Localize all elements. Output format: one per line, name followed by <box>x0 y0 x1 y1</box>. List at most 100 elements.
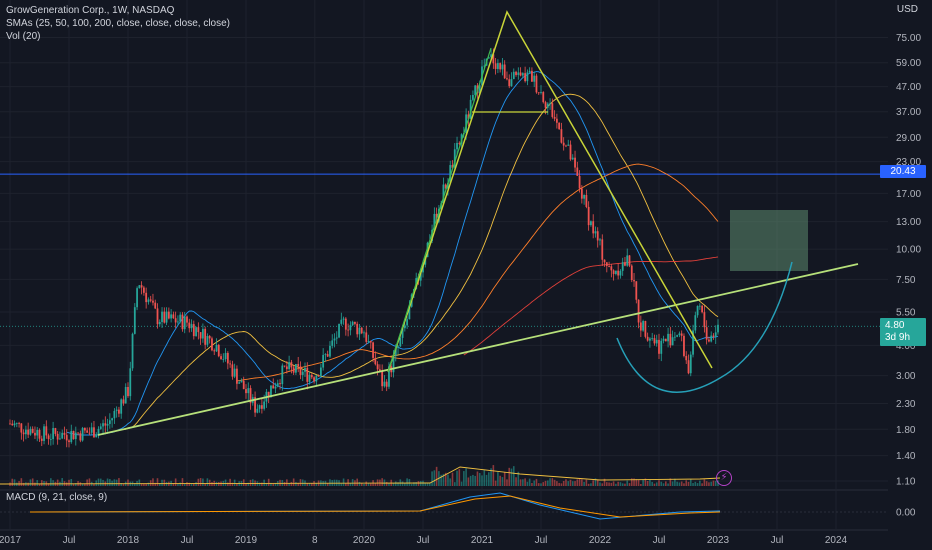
candle-body <box>108 420 111 424</box>
candle-body <box>614 270 617 274</box>
time-axis[interactable]: 2017 Jul 2018 Jul 2019 8 2020 Jul 2021 Jul 2022 Jul… <box>0 535 848 546</box>
volume-bar <box>93 483 95 486</box>
volume-bar <box>669 478 672 486</box>
volume-bar <box>712 480 715 486</box>
candle-body <box>229 363 232 365</box>
volume-bar <box>606 482 608 486</box>
sma-indicator-label[interactable]: SMAs (25, 50, 100, 200, close, close, cl… <box>6 18 230 29</box>
candle-body <box>617 270 620 276</box>
volume-bar <box>68 479 70 486</box>
candle-body <box>122 399 125 404</box>
volume-bar <box>301 479 304 486</box>
volume-bar <box>549 478 551 486</box>
volume-bar <box>705 481 708 486</box>
candle-body <box>186 316 188 323</box>
candle-body <box>206 336 209 345</box>
volume-bar <box>449 478 452 486</box>
volume-bar <box>526 481 529 486</box>
candle-body <box>138 285 141 289</box>
volume-bar <box>660 481 663 486</box>
volume-bar <box>560 483 563 486</box>
volume-bar <box>467 477 470 486</box>
candle-body <box>36 429 39 436</box>
macd-line <box>29 492 721 520</box>
price-axis[interactable]: 75.00 59.00 47.00 37.00 29.00 23.00 17.00 13.00… <box>888 0 932 550</box>
candle-body <box>683 335 685 356</box>
volume-bar <box>188 482 191 486</box>
time-tick-label: 2018 <box>117 535 140 546</box>
time-tick-label: 2019 <box>235 535 258 546</box>
candle-body <box>190 324 193 329</box>
volume-bar <box>311 483 313 486</box>
volume-bar <box>72 483 75 486</box>
candle-body <box>247 388 250 394</box>
candle-body <box>624 262 626 266</box>
volume-bar <box>642 479 644 486</box>
volume-indicator-label[interactable]: Vol (20) <box>6 31 41 42</box>
candle-body <box>515 71 517 75</box>
candle-body <box>167 311 170 319</box>
volume-bar <box>608 482 610 486</box>
candle-body <box>478 85 481 94</box>
candle-body <box>399 337 402 347</box>
volume-bar <box>465 468 467 486</box>
candle-body <box>560 129 563 143</box>
triangle-pattern <box>387 10 713 373</box>
volume-bar <box>299 479 302 486</box>
volume-bar <box>662 483 665 486</box>
volume-bar <box>658 480 660 486</box>
volume-bar <box>587 483 590 486</box>
volume-bar <box>367 483 370 486</box>
candle-body <box>11 423 14 426</box>
candle-body <box>127 386 129 397</box>
symbol-title[interactable]: GrowGeneration Corp., 1W, NASDAQ <box>6 5 175 16</box>
volume-bar <box>258 482 261 486</box>
candle-body <box>426 242 429 258</box>
candle-body <box>565 145 567 147</box>
currency-label[interactable]: USD <box>896 4 918 15</box>
volume-bar <box>265 483 268 486</box>
volume-bar <box>113 479 116 486</box>
volume-bar <box>50 478 52 486</box>
candle-body <box>660 340 663 354</box>
candle-body <box>83 427 86 431</box>
drawing-tools <box>97 10 859 436</box>
volume-bar <box>692 483 694 486</box>
volume-bar <box>671 481 674 486</box>
candle-body <box>447 182 449 189</box>
volume-bar <box>274 483 277 486</box>
candle-body <box>558 122 561 130</box>
candle-body <box>288 362 291 370</box>
volume-bar <box>183 483 186 486</box>
volume-bar <box>38 483 41 486</box>
candle-body <box>344 318 347 330</box>
lightning-icon[interactable]: ⚡ <box>716 470 732 486</box>
candle-body <box>676 335 679 337</box>
candle-body <box>694 315 697 331</box>
candle-body <box>708 339 710 342</box>
volume-bar <box>22 482 25 486</box>
candle-body <box>308 374 311 382</box>
volume-bar <box>440 474 442 486</box>
candle-body <box>340 319 343 324</box>
volume-bar <box>633 478 635 486</box>
volume-bar <box>161 479 163 486</box>
candle-body <box>503 64 506 79</box>
volume-bar <box>31 478 34 486</box>
macd-indicator-label[interactable]: MACD (9, 21, close, 9) <box>6 492 108 503</box>
candle-body <box>9 423 11 425</box>
time-tick-label: 2021 <box>471 535 494 546</box>
candle-body <box>569 144 572 160</box>
candle-body <box>258 405 261 409</box>
volume-bar <box>612 481 615 486</box>
volume-bar <box>576 479 579 486</box>
candle-body <box>315 375 318 382</box>
volume-bar <box>208 479 211 486</box>
candle-body <box>295 363 297 373</box>
candle-body <box>165 311 168 323</box>
candle-body <box>444 184 447 189</box>
volume-bar <box>651 481 653 486</box>
candle-body <box>61 432 64 439</box>
volume-bar <box>674 478 676 486</box>
